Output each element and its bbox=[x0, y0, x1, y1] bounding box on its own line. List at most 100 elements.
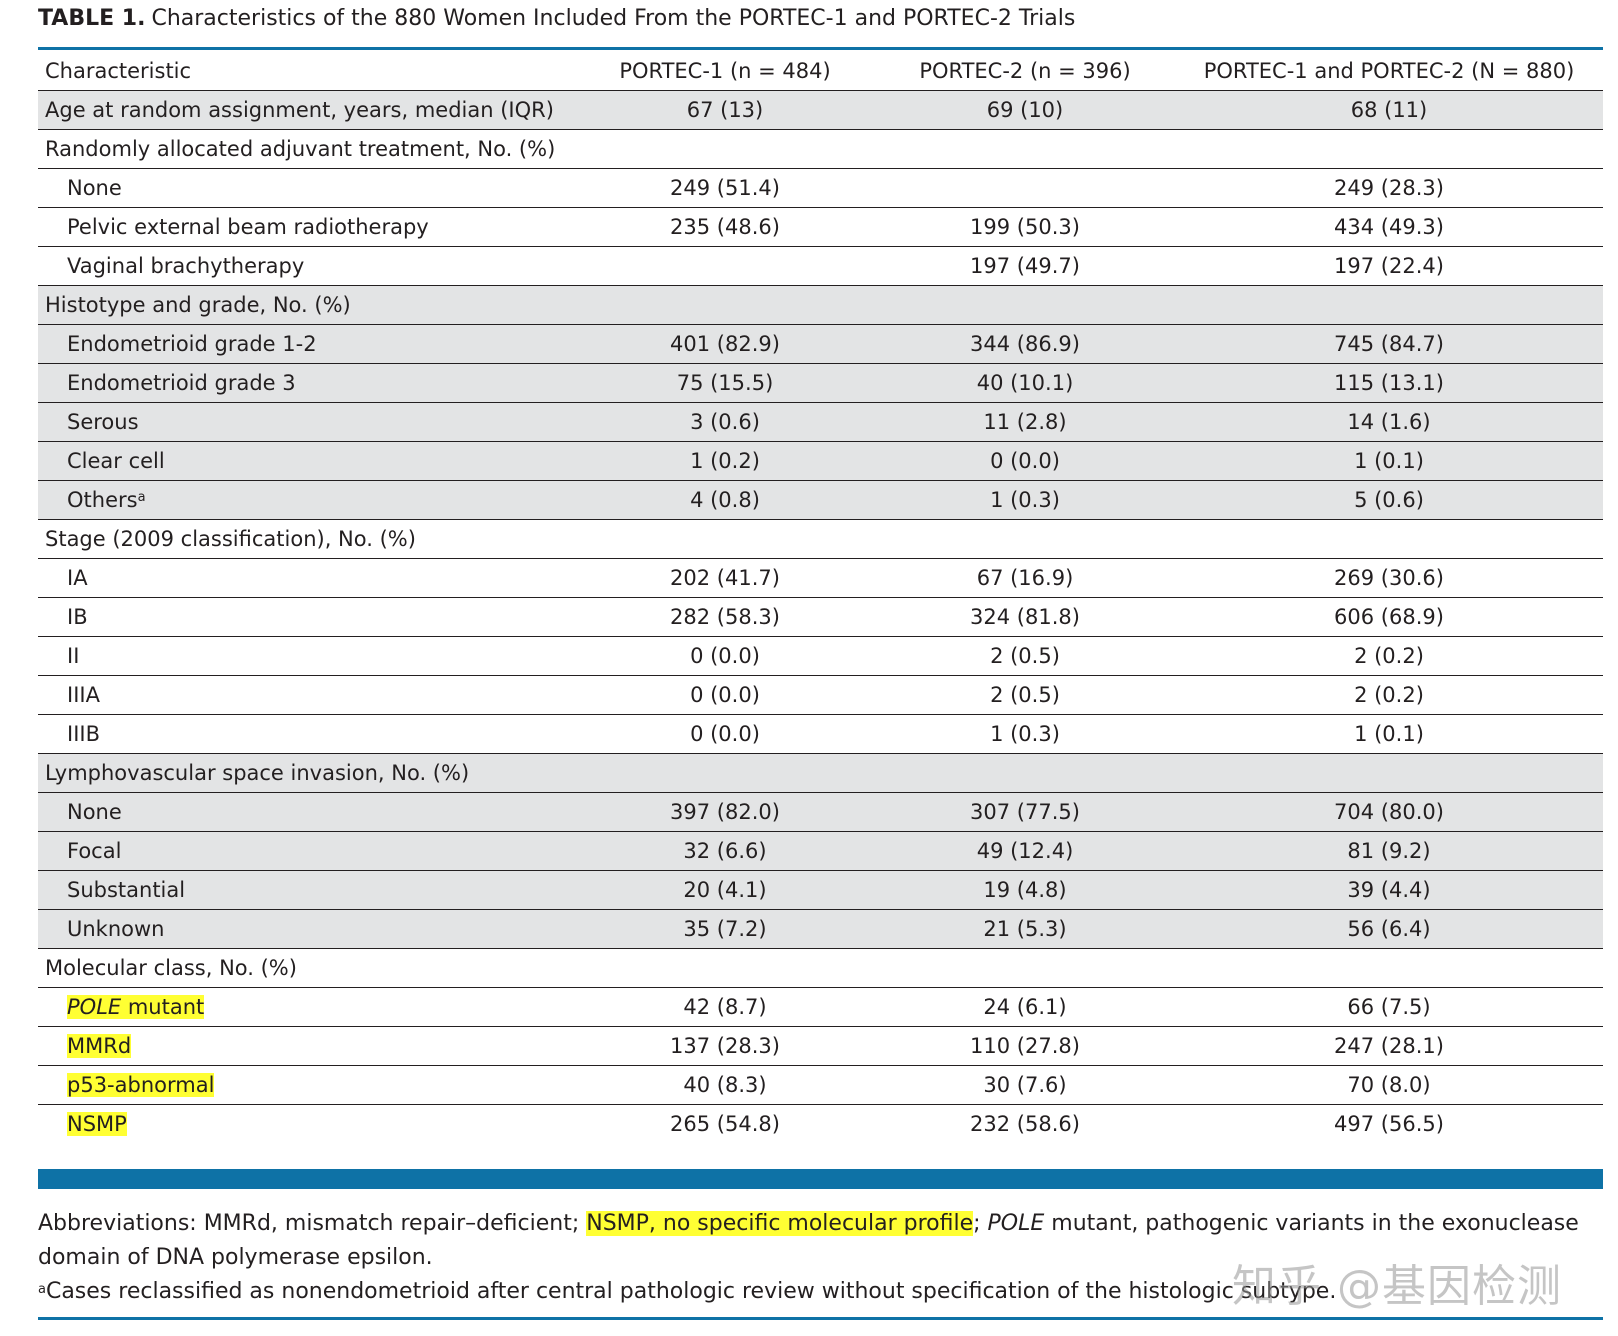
cell-portec2 bbox=[875, 519, 1175, 559]
cell-combined: 497 (56.5) bbox=[1334, 1112, 1444, 1136]
cell-combined: 1 (0.1) bbox=[1175, 714, 1603, 754]
table-row: MMRd 137 (28.3) 110 (27.8) 247 (28.1) bbox=[38, 1026, 1603, 1066]
cell-portec1: 0 (0.0) bbox=[575, 675, 875, 715]
cell-portec1: 67 (13) bbox=[575, 90, 875, 130]
cell-portec1 bbox=[575, 246, 875, 286]
cell-combined bbox=[1175, 948, 1603, 988]
table-row: Substantial 20 (4.1) 19 (4.8) 39 (4.4) bbox=[38, 870, 1603, 910]
cell-portec1: 249 (51.4) bbox=[575, 168, 875, 208]
cell-portec1 bbox=[575, 948, 875, 988]
cell-portec1: 35 (7.2) bbox=[575, 909, 875, 949]
row-label: Endometrioid grade 3 bbox=[38, 363, 575, 403]
cell-combined: 68 (11) bbox=[1175, 90, 1603, 130]
row-label: Age at random assignment, years, median … bbox=[38, 90, 575, 130]
gene-name: POLE bbox=[67, 995, 122, 1019]
row-label-text: mutant bbox=[121, 995, 205, 1019]
row-label: Othersa bbox=[38, 480, 575, 520]
cell-portec2: 11 (2.8) bbox=[875, 402, 1175, 442]
cell-combined: 115 (13.1) bbox=[1175, 363, 1603, 403]
row-label: Unknown bbox=[38, 909, 575, 949]
cell-portec1: 137 (28.3) bbox=[575, 1026, 875, 1066]
cell-portec1: 20 (4.1) bbox=[575, 870, 875, 910]
row-label: IA bbox=[38, 558, 575, 598]
cell-portec2 bbox=[875, 753, 1175, 793]
cell-portec2: 1 (0.3) bbox=[875, 480, 1175, 520]
cell-portec2: 232 (58.6) bbox=[970, 1112, 1080, 1136]
table-row: Age at random assignment, years, median … bbox=[38, 90, 1603, 130]
column-header: PORTEC-1 and PORTEC-2 (N = 880) bbox=[1175, 52, 1603, 91]
row-label: II bbox=[38, 636, 575, 676]
table-row: Serous 3 (0.6) 11 (2.8) 14 (1.6) bbox=[38, 402, 1603, 442]
cell-combined: 269 (30.6) bbox=[1175, 558, 1603, 598]
table-row: NSMP 265 (54.8) 232 (58.6) 497 (56.5) bbox=[38, 1105, 1603, 1144]
cell-combined: 249 (28.3) bbox=[1175, 168, 1603, 208]
cell-portec2: 344 (86.9) bbox=[875, 324, 1175, 364]
cell-combined: 81 (9.2) bbox=[1175, 831, 1603, 871]
cell-portec1: 32 (6.6) bbox=[575, 831, 875, 871]
highlighted-label: p53-abnormal bbox=[67, 1073, 215, 1097]
group-label: Randomly allocated adjuvant treatment, N… bbox=[38, 129, 575, 169]
abbrev-prefix: Abbreviations: MMRd, mismatch repair–def… bbox=[38, 1211, 587, 1236]
table-row: None 397 (82.0) 307 (77.5) 704 (80.0) bbox=[38, 792, 1603, 832]
cell-portec1: 401 (82.9) bbox=[575, 324, 875, 364]
cell-portec1: 75 (15.5) bbox=[575, 363, 875, 403]
table-row: IB 282 (58.3) 324 (81.8) 606 (68.9) bbox=[38, 597, 1603, 637]
table-top-rule bbox=[38, 47, 1603, 50]
cell-combined: 56 (6.4) bbox=[1175, 909, 1603, 949]
highlighted-label: POLE mutant bbox=[67, 995, 205, 1019]
cell-portec2: 2 (0.5) bbox=[875, 675, 1175, 715]
cell-portec2: 40 (10.1) bbox=[875, 363, 1175, 403]
cell-combined: 2 (0.2) bbox=[1175, 636, 1603, 676]
cell-portec2: 49 (12.4) bbox=[875, 831, 1175, 871]
row-label: MMRd bbox=[38, 1026, 575, 1066]
row-label: None bbox=[38, 168, 575, 208]
footnote-marker: a bbox=[38, 1282, 46, 1297]
cell-portec1: 235 (48.6) bbox=[575, 207, 875, 247]
cell-combined: 247 (28.1) bbox=[1175, 1026, 1603, 1066]
cell-portec1: 265 (54.8) bbox=[670, 1112, 780, 1136]
table-row: Othersa 4 (0.8) 1 (0.3) 5 (0.6) bbox=[38, 480, 1603, 520]
abbrev-gene: POLE bbox=[987, 1211, 1045, 1236]
cell-combined bbox=[1175, 129, 1603, 169]
group-label: Lymphovascular space invasion, No. (%) bbox=[38, 753, 575, 793]
table-bottom-band bbox=[38, 1169, 1603, 1189]
cell-combined: 745 (84.7) bbox=[1175, 324, 1603, 364]
table-row: None 249 (51.4) 249 (28.3) bbox=[38, 168, 1603, 208]
table-row: Endometrioid grade 3 75 (15.5) 40 (10.1)… bbox=[38, 363, 1603, 403]
row-label: POLE mutant bbox=[38, 987, 575, 1027]
abbrev-sep: ; bbox=[973, 1211, 988, 1236]
cell-portec1: 40 (8.3) bbox=[575, 1065, 875, 1105]
row-label: IB bbox=[38, 597, 575, 637]
row-label: Pelvic external beam radiotherapy bbox=[38, 207, 575, 247]
table-row: IIIB 0 (0.0) 1 (0.3) 1 (0.1) bbox=[38, 714, 1603, 754]
cell-portec1: 397 (82.0) bbox=[575, 792, 875, 832]
cell-portec1 bbox=[575, 129, 875, 169]
cell-portec1: 202 (41.7) bbox=[575, 558, 875, 598]
cell-portec2: 307 (77.5) bbox=[875, 792, 1175, 832]
cell-combined bbox=[1175, 519, 1603, 559]
cell-portec1 bbox=[575, 753, 875, 793]
footnote-a: aCases reclassified as nonendometrioid a… bbox=[38, 1275, 1603, 1309]
cell-combined: 704 (80.0) bbox=[1175, 792, 1603, 832]
table-group-row: Molecular class, No. (%) bbox=[38, 948, 1603, 988]
cell-combined: 434 (49.3) bbox=[1175, 207, 1603, 247]
cell-portec1: 282 (58.3) bbox=[575, 597, 875, 637]
table-row: Endometrioid grade 1-2 401 (82.9) 344 (8… bbox=[38, 324, 1603, 364]
cell-combined: 39 (4.4) bbox=[1175, 870, 1603, 910]
row-label: p53-abnormal bbox=[38, 1065, 575, 1105]
cell-combined: 66 (7.5) bbox=[1175, 987, 1603, 1027]
abbrev-highlight: NSMP, no specific molecular profile bbox=[586, 1211, 974, 1236]
group-label: Stage (2009 classification), No. (%) bbox=[38, 519, 575, 559]
cell-portec2: 19 (4.8) bbox=[875, 870, 1175, 910]
table-group-row: Lymphovascular space invasion, No. (%) bbox=[38, 753, 1603, 793]
table-row: II 0 (0.0) 2 (0.5) 2 (0.2) bbox=[38, 636, 1603, 676]
cell-portec2: 0 (0.0) bbox=[875, 441, 1175, 481]
table-row: IA 202 (41.7) 67 (16.9) 269 (30.6) bbox=[38, 558, 1603, 598]
table-row: POLE mutant 42 (8.7) 24 (6.1) 66 (7.5) bbox=[38, 987, 1603, 1027]
cell-portec2: 24 (6.1) bbox=[875, 987, 1175, 1027]
highlighted-label: MMRd bbox=[67, 1034, 132, 1058]
cell-combined: 606 (68.9) bbox=[1175, 597, 1603, 637]
cell-portec1 bbox=[575, 519, 875, 559]
table-row: Unknown 35 (7.2) 21 (5.3) 56 (6.4) bbox=[38, 909, 1603, 949]
